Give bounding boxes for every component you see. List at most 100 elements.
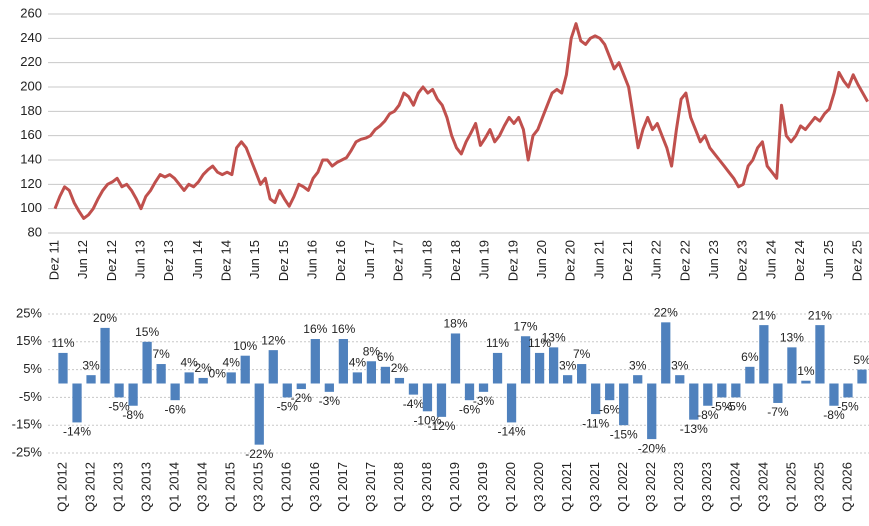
x-tick-label: Jun 18 [419,240,434,279]
value-label: -8% [122,408,144,422]
x-tick-label: Q1 2018 [391,462,406,512]
bar [577,364,587,384]
bar [114,383,124,398]
bar [268,350,278,384]
value-label: -5% [277,400,299,414]
value-label: 16% [303,322,327,336]
bar [548,347,559,384]
y-tick-label: 180 [20,103,42,118]
value-label: -20% [638,441,666,455]
bar [394,377,405,384]
bar [436,383,447,417]
value-label: -22% [245,447,273,461]
y-tick-label: 220 [20,54,42,69]
value-label: 3% [629,358,647,372]
value-label: 6% [377,350,395,364]
bar [633,375,643,384]
x-tick-label: Dez 17 [391,240,406,281]
value-label: -8% [823,408,845,422]
bar [703,383,713,406]
value-label: -14% [63,425,91,439]
value-label: 1% [797,364,815,378]
value-label: -13% [680,422,708,436]
value-label: -10% [413,413,441,427]
bar [282,383,292,398]
x-tick-label: Q3 2024 [755,462,770,512]
bar [198,377,208,384]
x-tick-label: Dez 24 [792,240,807,281]
x-tick-label: Q1 2016 [279,462,294,512]
value-label: 6% [741,350,759,364]
bar [338,339,348,384]
x-tick-label: Q3 2022 [643,462,658,512]
x-tick-label: Q1 2026 [839,462,854,512]
x-tick-label: Q1 2017 [335,462,350,512]
bar [380,366,391,384]
bar [450,333,461,384]
bar [156,364,166,384]
price-line [53,22,869,220]
value-label: -7% [767,405,789,419]
x-tick-label: Dez 22 [677,240,692,281]
y-tick-label: 200 [20,78,42,93]
value-label: 12% [261,333,285,347]
x-tick-label: Q1 2020 [503,462,518,512]
y-tick-label: 25% [16,305,42,320]
x-tick-label: Dez 16 [333,240,348,281]
y-tick-label: -5% [19,389,43,404]
value-label: -12% [427,419,455,433]
x-tick-label: Q1 2023 [671,462,686,512]
x-tick-label: Jun 21 [591,240,606,279]
x-tick-label: Q1 2014 [167,462,182,512]
bar [675,375,685,384]
bar [366,361,377,384]
bar [324,383,334,392]
value-label: 15% [135,325,159,339]
bar [100,327,110,384]
value-label: 20% [93,311,117,325]
bar [857,369,867,384]
bar [745,366,755,384]
value-label: 11% [528,336,551,350]
bar [254,383,264,445]
y-tick-label: 15% [16,333,42,348]
value-label: 21% [808,308,832,322]
x-tick-label: Q1 2015 [223,462,238,512]
value-label: 2% [195,361,213,375]
bar [464,383,475,401]
x-tick-label: Q1 2025 [783,462,798,512]
x-tick-label: Dez 21 [620,240,635,281]
bar [520,336,531,384]
value-label: 4% [223,356,241,370]
x-tick-label: Q3 2015 [251,462,266,512]
value-label: 21% [752,308,776,322]
x-tick-label: Jun 13 [132,240,147,279]
value-label: -6% [599,402,621,416]
bar [422,383,433,412]
value-label: -5% [837,400,859,414]
x-tick-label: Jun 16 [305,240,320,279]
bar [478,383,489,392]
value-label: 3% [671,358,689,372]
value-label: 3% [559,358,577,372]
value-label: 2% [391,361,409,375]
value-label: 22% [654,306,678,320]
x-tick-label: Dez 25 [849,240,864,281]
value-label: 7% [152,347,170,361]
y-tick-label: 80 [28,224,42,239]
bar [72,383,82,423]
y-tick-label: 240 [20,30,42,45]
x-tick-label: Jun 19 [477,240,492,279]
value-label: -2% [291,391,313,405]
bar [647,383,657,440]
value-label: 8% [363,344,381,358]
bar [759,325,769,384]
x-tick-label: Q1 2013 [111,462,126,512]
value-label: 7% [573,347,591,361]
value-label: -5% [725,400,747,414]
bar [506,383,517,423]
bar [843,383,853,398]
value-label: -6% [164,402,186,416]
x-tick-label: Dez 19 [505,240,520,281]
